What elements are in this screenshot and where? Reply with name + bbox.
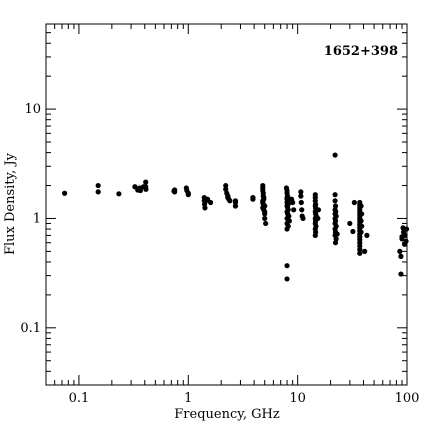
y-tick-label: 10 bbox=[24, 102, 41, 117]
data-point bbox=[185, 192, 191, 198]
data-point bbox=[223, 186, 229, 192]
data-point bbox=[204, 196, 211, 202]
data-point bbox=[262, 203, 268, 209]
data-point bbox=[359, 223, 365, 229]
data-point bbox=[347, 220, 353, 227]
data-point bbox=[284, 276, 290, 282]
data-point bbox=[143, 179, 149, 185]
x-tick-label: 100 bbox=[395, 391, 420, 406]
data-points bbox=[62, 152, 410, 282]
data-point bbox=[95, 182, 101, 189]
data-point bbox=[223, 182, 229, 189]
data-point bbox=[262, 211, 268, 217]
x-tick-label: 10 bbox=[289, 391, 306, 406]
data-point bbox=[359, 211, 365, 217]
data-point bbox=[298, 193, 304, 199]
y-tick-labels: 0.1 1 10 bbox=[20, 102, 41, 336]
x-axis-label: Frequency, GHz bbox=[174, 407, 280, 422]
y-tick-label: 1 bbox=[33, 211, 41, 226]
data-point bbox=[350, 228, 356, 235]
data-point bbox=[332, 203, 339, 209]
data-point bbox=[291, 207, 297, 213]
axis-ticks bbox=[45, 23, 408, 386]
data-point bbox=[262, 215, 268, 222]
data-point bbox=[300, 215, 306, 222]
data-point bbox=[332, 198, 338, 204]
data-point bbox=[232, 203, 239, 209]
data-point bbox=[312, 232, 318, 238]
x-tick-label: 0.1 bbox=[69, 391, 90, 406]
x-tick-labels: 0.1 1 10 100 bbox=[69, 391, 420, 406]
data-point bbox=[315, 207, 322, 213]
data-point bbox=[62, 190, 68, 196]
data-point bbox=[332, 152, 338, 158]
data-point bbox=[358, 218, 364, 224]
data-point bbox=[137, 187, 144, 194]
data-point bbox=[116, 191, 122, 197]
data-point bbox=[332, 240, 339, 246]
data-point bbox=[399, 236, 405, 242]
data-point bbox=[298, 199, 304, 206]
data-point bbox=[208, 199, 214, 206]
data-point bbox=[358, 203, 364, 209]
data-point bbox=[172, 189, 178, 195]
data-point bbox=[364, 232, 370, 238]
data-point bbox=[250, 196, 256, 202]
x-tick-label: 1 bbox=[184, 391, 192, 406]
data-point bbox=[143, 186, 149, 192]
data-point bbox=[357, 246, 363, 253]
data-point bbox=[403, 226, 410, 232]
y-axis-label: Flux Density, Jy bbox=[3, 152, 18, 255]
data-point bbox=[298, 189, 304, 195]
data-point bbox=[288, 196, 295, 202]
data-point bbox=[284, 263, 290, 269]
data-point bbox=[362, 248, 368, 254]
data-point bbox=[398, 271, 404, 277]
data-point bbox=[263, 220, 269, 227]
data-point bbox=[284, 226, 290, 232]
data-point bbox=[357, 250, 363, 256]
data-point bbox=[299, 207, 305, 213]
data-point bbox=[403, 238, 409, 244]
plot-frame bbox=[45, 23, 408, 386]
data-point bbox=[202, 205, 208, 211]
data-point bbox=[332, 192, 338, 198]
data-point bbox=[95, 189, 101, 195]
chart-title: 1652+398 bbox=[324, 44, 398, 59]
data-point bbox=[315, 215, 321, 222]
y-tick-label: 0.1 bbox=[20, 321, 41, 336]
data-point bbox=[334, 231, 340, 237]
data-point bbox=[397, 248, 403, 254]
data-point bbox=[398, 253, 404, 259]
data-point bbox=[358, 229, 364, 235]
data-point bbox=[351, 199, 357, 206]
data-point bbox=[402, 232, 408, 238]
data-point bbox=[227, 198, 233, 204]
